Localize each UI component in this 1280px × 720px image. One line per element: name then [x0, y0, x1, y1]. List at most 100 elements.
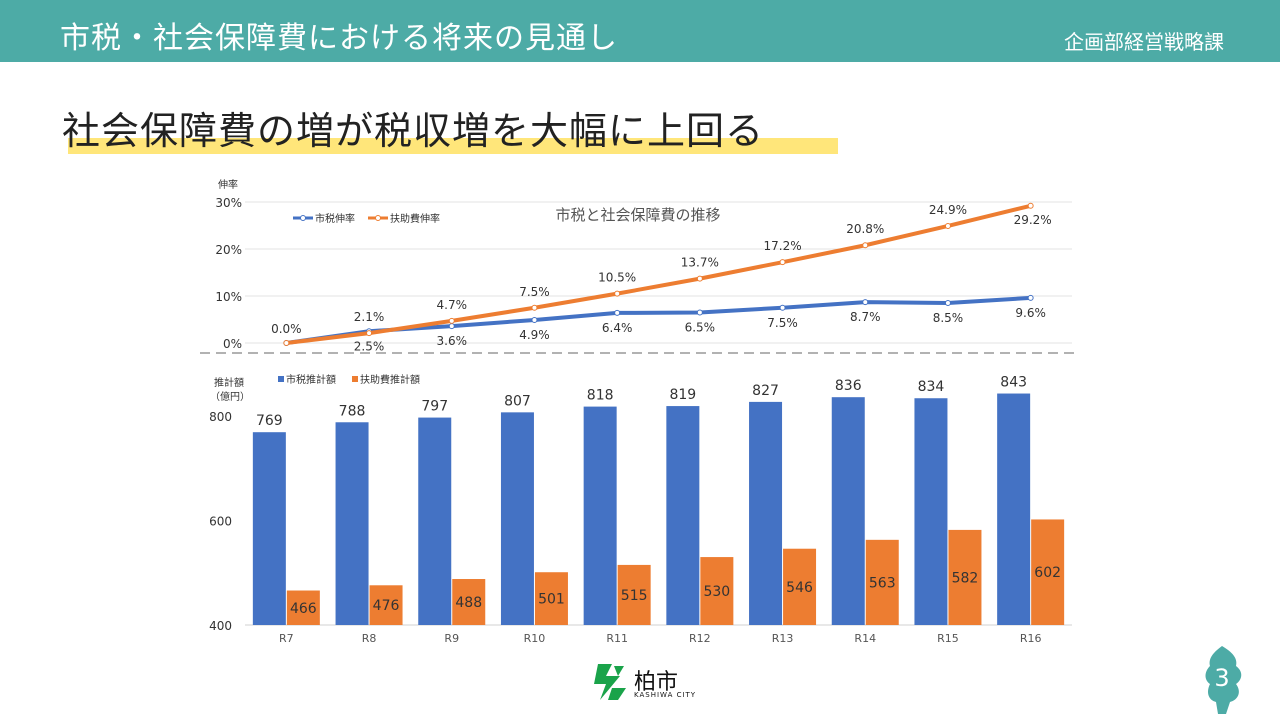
legend-marker	[375, 215, 381, 221]
y-tick-label: 0%	[223, 337, 242, 351]
page-number-badge: 3	[1204, 644, 1248, 716]
data-point	[614, 309, 621, 316]
bar-fujohi	[452, 579, 486, 625]
data-label: 488	[455, 595, 482, 611]
data-point	[366, 330, 373, 337]
estimate-bar-chart: 400 600 800 推計額（億円） 市税推計額 扶助費推計額 769 466 R7 788 47…	[209, 373, 1072, 645]
kashiwa-leaf-icon	[594, 664, 626, 700]
data-label: 602	[1034, 565, 1061, 581]
x-tick-label: R15	[937, 632, 959, 645]
bar-fujohi	[1031, 519, 1065, 625]
data-label: 501	[538, 592, 565, 608]
data-label: 0.0%	[271, 322, 302, 336]
data-label: 807	[504, 393, 531, 409]
x-tick-label: R9	[444, 632, 459, 645]
data-point	[862, 299, 869, 306]
data-point	[283, 340, 290, 346]
x-tick-label: R10	[524, 632, 546, 645]
y-tick-label: 800	[209, 410, 232, 424]
data-label: 2.5%	[354, 339, 385, 353]
data-point	[531, 316, 538, 323]
bar-shizei	[252, 432, 286, 625]
data-label: 24.9%	[929, 203, 967, 217]
data-point	[283, 340, 290, 346]
legend-label: 市税伸率	[315, 212, 355, 225]
data-label: 7.5%	[519, 285, 550, 299]
series-line	[286, 295, 1031, 345]
y-tick-label: 30%	[215, 196, 242, 210]
x-tick-label: R13	[772, 632, 794, 645]
bar-fujohi	[617, 564, 651, 625]
header-title: 市税・社会保障費における将来の見通し	[60, 21, 618, 56]
legend-label: 扶助費推計額	[360, 373, 420, 386]
leaf-badge-icon	[1205, 646, 1242, 714]
bar-shizei	[583, 406, 617, 625]
data-label: 6.5%	[685, 320, 716, 334]
data-label: 10.5%	[598, 271, 636, 285]
data-label: 29.2%	[1014, 213, 1052, 227]
headline-block: 社会保障費の増が税収増を大幅に上回る	[62, 100, 838, 155]
y-tick-label: 400	[209, 619, 232, 633]
data-label: 530	[703, 584, 730, 600]
headline: 社会保障費の増が税収増を大幅に上回る	[62, 109, 765, 153]
data-point	[1027, 202, 1034, 209]
data-point	[779, 259, 786, 266]
bar-fujohi	[534, 572, 568, 625]
data-label: 8.7%	[850, 310, 881, 324]
bar-fujohi	[286, 590, 320, 625]
logo-subtitle: KASHIWA CITY	[634, 691, 697, 699]
bar-fujohi	[865, 539, 899, 625]
x-tick-label: R14	[854, 632, 876, 645]
data-label: 546	[786, 580, 813, 596]
data-label: 769	[256, 413, 283, 429]
data-point	[448, 317, 455, 324]
data-point	[779, 304, 786, 311]
data-label: 476	[373, 598, 400, 614]
data-label: 582	[952, 570, 979, 586]
data-label: 20.8%	[846, 222, 884, 236]
series-line	[286, 203, 1032, 345]
data-label: 788	[339, 403, 366, 419]
header-bar: 市税・社会保障費における将来の見通し 企画部経営戦略課	[0, 0, 1280, 62]
data-label: 7.5%	[767, 316, 798, 330]
bar-shizei	[418, 417, 452, 625]
data-label: 4.7%	[437, 298, 468, 312]
data-label: 2.1%	[354, 310, 385, 324]
headline-highlight	[68, 138, 838, 154]
data-label: 13.7%	[681, 256, 719, 270]
y-tick-label: 600	[209, 515, 232, 529]
data-point	[862, 242, 869, 249]
legend-label: 市税推計額	[286, 373, 336, 386]
legend-swatch	[278, 376, 284, 382]
data-label: 819	[669, 387, 696, 403]
bar-shizei	[997, 393, 1031, 625]
y-tick-label: 10%	[215, 290, 242, 304]
data-point	[1027, 294, 1034, 301]
bar-fujohi	[369, 585, 403, 625]
data-label: 563	[869, 575, 896, 591]
bar-shizei	[914, 398, 948, 625]
legend-marker	[300, 215, 306, 221]
y-axis-title: 伸率	[218, 178, 238, 191]
bar-fujohi	[700, 557, 734, 625]
data-label: 827	[752, 383, 779, 399]
department-label: 企画部経営戦略課	[1064, 30, 1224, 54]
logo-name: 柏市	[634, 670, 679, 695]
bar-shizei	[831, 397, 865, 625]
data-label: 843	[1000, 375, 1027, 391]
city-logo: 柏市 KASHIWA CITY	[592, 660, 702, 704]
x-tick-label: R7	[279, 632, 294, 645]
data-label: 6.4%	[602, 321, 633, 335]
bar-fujohi	[783, 548, 817, 625]
y-tick-label: 20%	[215, 243, 242, 257]
data-point	[448, 323, 455, 330]
bar-shizei	[749, 401, 783, 625]
data-label: 4.9%	[519, 328, 550, 342]
data-point	[614, 290, 621, 297]
data-label: 836	[835, 378, 862, 394]
x-tick-label: R11	[606, 632, 628, 645]
chart-title: 市税と社会保障費の推移	[555, 206, 720, 224]
x-tick-label: R8	[362, 632, 377, 645]
x-tick-label: R16	[1020, 632, 1042, 645]
